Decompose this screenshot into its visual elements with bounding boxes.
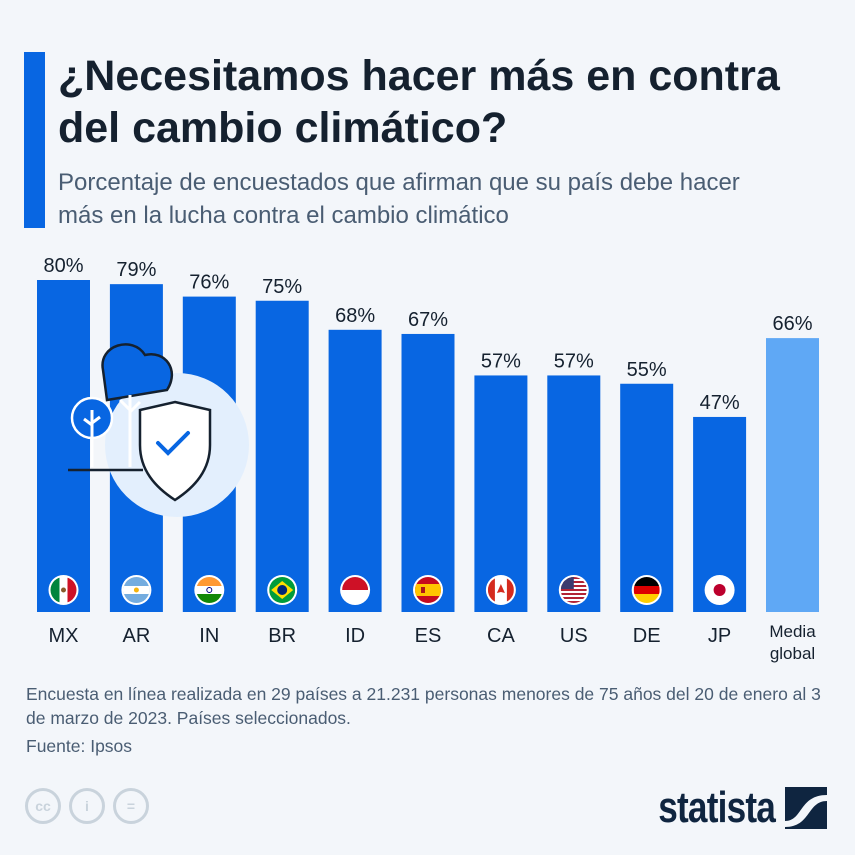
category-label: CA bbox=[487, 625, 515, 647]
nd-icon: = bbox=[113, 788, 149, 824]
bar-mx bbox=[37, 280, 90, 612]
data-label: 47% bbox=[700, 392, 740, 414]
data-label: 79% bbox=[116, 259, 156, 281]
data-label: 55% bbox=[627, 359, 667, 381]
data-label: 67% bbox=[408, 309, 448, 331]
statista-logo[interactable]: statista bbox=[629, 783, 827, 833]
canada-flag-icon bbox=[487, 577, 514, 603]
category-label: DE bbox=[633, 625, 661, 647]
japan-flag-icon bbox=[706, 577, 733, 603]
data-label: 75% bbox=[262, 276, 302, 298]
cc-icon: cc bbox=[25, 788, 61, 824]
bar-de bbox=[620, 383, 674, 612]
category-label: Media bbox=[769, 622, 816, 641]
bar-br bbox=[255, 300, 309, 612]
data-label: 57% bbox=[554, 350, 594, 372]
category-label: US bbox=[560, 625, 588, 647]
bar-chart: 80% MX 79% AR 76% IN 75% BR 68% ID 67% ES 57% CA 57% US… bbox=[37, 255, 819, 663]
category-label: ES bbox=[415, 625, 442, 647]
category-label: global bbox=[770, 644, 815, 663]
statista-mark-icon bbox=[785, 787, 827, 829]
spain-flag-icon bbox=[415, 577, 441, 603]
chart-title: ¿Necesitamos hacer más en contra del cam… bbox=[58, 52, 780, 152]
trees-shield-illustration-icon bbox=[68, 343, 249, 517]
bar-id bbox=[328, 329, 382, 612]
bar-es bbox=[401, 333, 455, 612]
category-label: AR bbox=[123, 625, 151, 647]
bar-media-global bbox=[766, 338, 819, 612]
brazil-flag-icon bbox=[269, 577, 296, 603]
bar-us bbox=[547, 375, 601, 612]
usa-flag-icon bbox=[560, 577, 587, 603]
category-label: MX bbox=[49, 625, 79, 647]
license-icons: cc i = bbox=[25, 788, 149, 824]
bar-ca bbox=[474, 375, 528, 612]
chart-subtitle: Porcentaje de encuestados que afirman qu… bbox=[58, 169, 740, 229]
source: Fuente: Ipsos bbox=[26, 736, 133, 756]
accent-bar bbox=[24, 52, 45, 228]
data-label: 57% bbox=[481, 350, 521, 372]
india-flag-icon bbox=[196, 577, 223, 603]
germany-flag-icon bbox=[633, 577, 660, 603]
indonesia-flag-icon bbox=[342, 577, 369, 603]
argentina-flag-icon bbox=[123, 577, 150, 603]
by-icon: i bbox=[69, 788, 105, 824]
data-label: 76% bbox=[189, 272, 229, 294]
brand-name: statista bbox=[658, 783, 776, 832]
data-label: 66% bbox=[772, 313, 812, 335]
data-label: 68% bbox=[335, 305, 375, 327]
category-label: ID bbox=[345, 625, 365, 647]
data-label: 80% bbox=[43, 255, 83, 277]
mexico-flag-icon bbox=[50, 577, 77, 603]
category-label: JP bbox=[708, 625, 731, 647]
survey-note: Encuesta en línea realizada en 29 países… bbox=[26, 684, 821, 728]
category-label: IN bbox=[199, 625, 219, 647]
category-label: BR bbox=[268, 625, 296, 647]
